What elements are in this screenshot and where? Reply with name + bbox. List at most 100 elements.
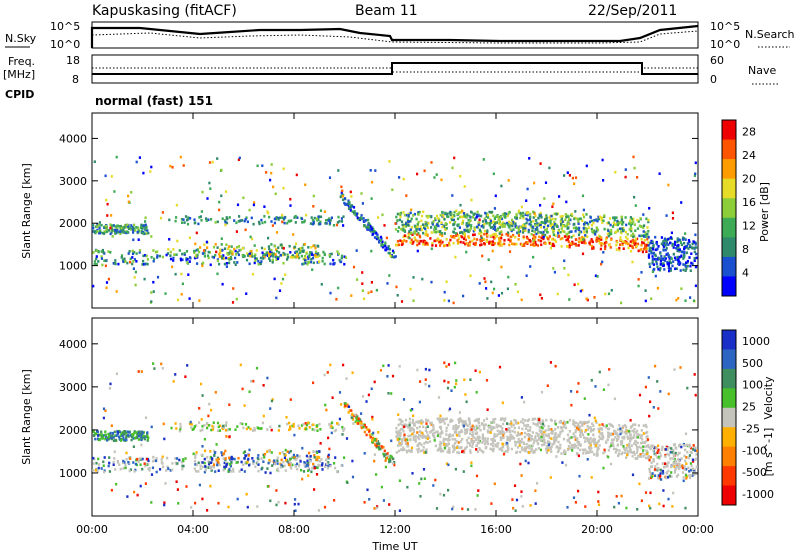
echo-cell bbox=[628, 222, 631, 225]
echo-cell bbox=[591, 439, 594, 443]
echo-cell bbox=[526, 187, 529, 191]
echo-cell bbox=[501, 427, 504, 430]
colorbar-swatch bbox=[722, 198, 736, 219]
echo-cell bbox=[172, 380, 175, 383]
echo-cell bbox=[193, 460, 197, 463]
echo-cell bbox=[642, 213, 645, 216]
echo-cell bbox=[182, 218, 185, 221]
echo-cell bbox=[180, 272, 183, 276]
echo-cell bbox=[499, 430, 502, 433]
echo-cell bbox=[534, 240, 537, 244]
echo-cell bbox=[105, 259, 108, 263]
echo-cell bbox=[594, 419, 597, 423]
echo-cell bbox=[584, 437, 587, 440]
echo-cell bbox=[338, 258, 341, 262]
echo-cell bbox=[483, 419, 486, 422]
echo-cell bbox=[229, 470, 232, 473]
echo-cell bbox=[430, 280, 433, 284]
echo-cell bbox=[492, 437, 495, 441]
echo-cell bbox=[666, 448, 669, 452]
echo-cell bbox=[239, 248, 242, 252]
echo-cell bbox=[304, 258, 307, 261]
echo-cell bbox=[275, 296, 278, 300]
echo-cell bbox=[363, 424, 366, 427]
echo-cell bbox=[246, 252, 249, 255]
echo-cell bbox=[396, 219, 399, 222]
echo-cell bbox=[445, 433, 448, 436]
echo-cell bbox=[633, 453, 636, 456]
echo-cell bbox=[496, 433, 499, 436]
echo-cell bbox=[453, 156, 456, 160]
echo-cell bbox=[371, 417, 374, 421]
echo-cell bbox=[580, 241, 584, 244]
echo-cell bbox=[629, 216, 632, 219]
echo-cell bbox=[445, 429, 448, 433]
echo-cell bbox=[519, 230, 522, 233]
echo-cell bbox=[648, 458, 651, 462]
echo-cell bbox=[673, 465, 676, 468]
echo-cell bbox=[578, 231, 581, 234]
echo-cell bbox=[144, 216, 147, 219]
echo-cell bbox=[327, 219, 330, 222]
echo-cell bbox=[610, 228, 613, 232]
echo-cell bbox=[551, 443, 554, 446]
echo-cell bbox=[496, 429, 499, 433]
echo-cell bbox=[131, 256, 134, 259]
echo-cell bbox=[316, 218, 319, 222]
echo-cell bbox=[645, 217, 648, 221]
echo-cell bbox=[555, 437, 558, 441]
echo-cell bbox=[287, 219, 290, 223]
echo-cell bbox=[598, 241, 601, 245]
echo-cell bbox=[370, 387, 373, 391]
echo-cell bbox=[554, 422, 557, 426]
echo-cell bbox=[591, 422, 594, 425]
echo-cell bbox=[276, 462, 279, 465]
echo-cell bbox=[221, 282, 224, 286]
echo-cell bbox=[269, 425, 272, 429]
echo-cell bbox=[555, 435, 558, 439]
echo-cell bbox=[468, 223, 471, 227]
echo-cell bbox=[149, 170, 152, 173]
echo-cell bbox=[570, 436, 573, 439]
echo-cell bbox=[387, 245, 390, 248]
echo-cell bbox=[659, 454, 662, 458]
echo-cell bbox=[492, 449, 495, 453]
echo-cell bbox=[416, 426, 419, 430]
echo-cell bbox=[554, 217, 557, 221]
echo-cell bbox=[528, 444, 531, 447]
echo-cell bbox=[688, 470, 691, 473]
echo-cell bbox=[447, 438, 450, 441]
echo-cell bbox=[315, 466, 318, 469]
echo-cell bbox=[453, 227, 456, 231]
echo-cell bbox=[644, 491, 648, 494]
echo-cell bbox=[206, 246, 209, 249]
echo-cell bbox=[517, 228, 520, 232]
echo-cell bbox=[308, 253, 311, 257]
echo-cell bbox=[237, 456, 240, 460]
echo-cell bbox=[295, 252, 299, 256]
echo-cell bbox=[666, 262, 669, 266]
echo-cell bbox=[416, 249, 419, 253]
echo-cell bbox=[382, 445, 385, 449]
echo-cell bbox=[425, 426, 428, 429]
echo-cell bbox=[522, 227, 525, 231]
echo-cell bbox=[454, 424, 458, 427]
echo-cell bbox=[200, 219, 203, 222]
echo-cell bbox=[545, 228, 548, 231]
echo-cell bbox=[509, 228, 512, 231]
echo-cell bbox=[524, 459, 527, 463]
echo-cell bbox=[532, 241, 535, 244]
echo-cell bbox=[163, 437, 166, 441]
echo-cell bbox=[291, 256, 294, 259]
echo-cell bbox=[694, 161, 697, 165]
echo-cell bbox=[226, 217, 229, 221]
echo-cell bbox=[595, 444, 598, 447]
echo-cell bbox=[492, 233, 495, 236]
echo-cell bbox=[534, 502, 537, 505]
echo-cell bbox=[390, 392, 393, 395]
echo-cell bbox=[494, 222, 497, 225]
echo-cell bbox=[685, 462, 688, 465]
echo-cell bbox=[584, 448, 587, 451]
echo-cell bbox=[430, 430, 433, 433]
echo-cell bbox=[670, 475, 673, 478]
